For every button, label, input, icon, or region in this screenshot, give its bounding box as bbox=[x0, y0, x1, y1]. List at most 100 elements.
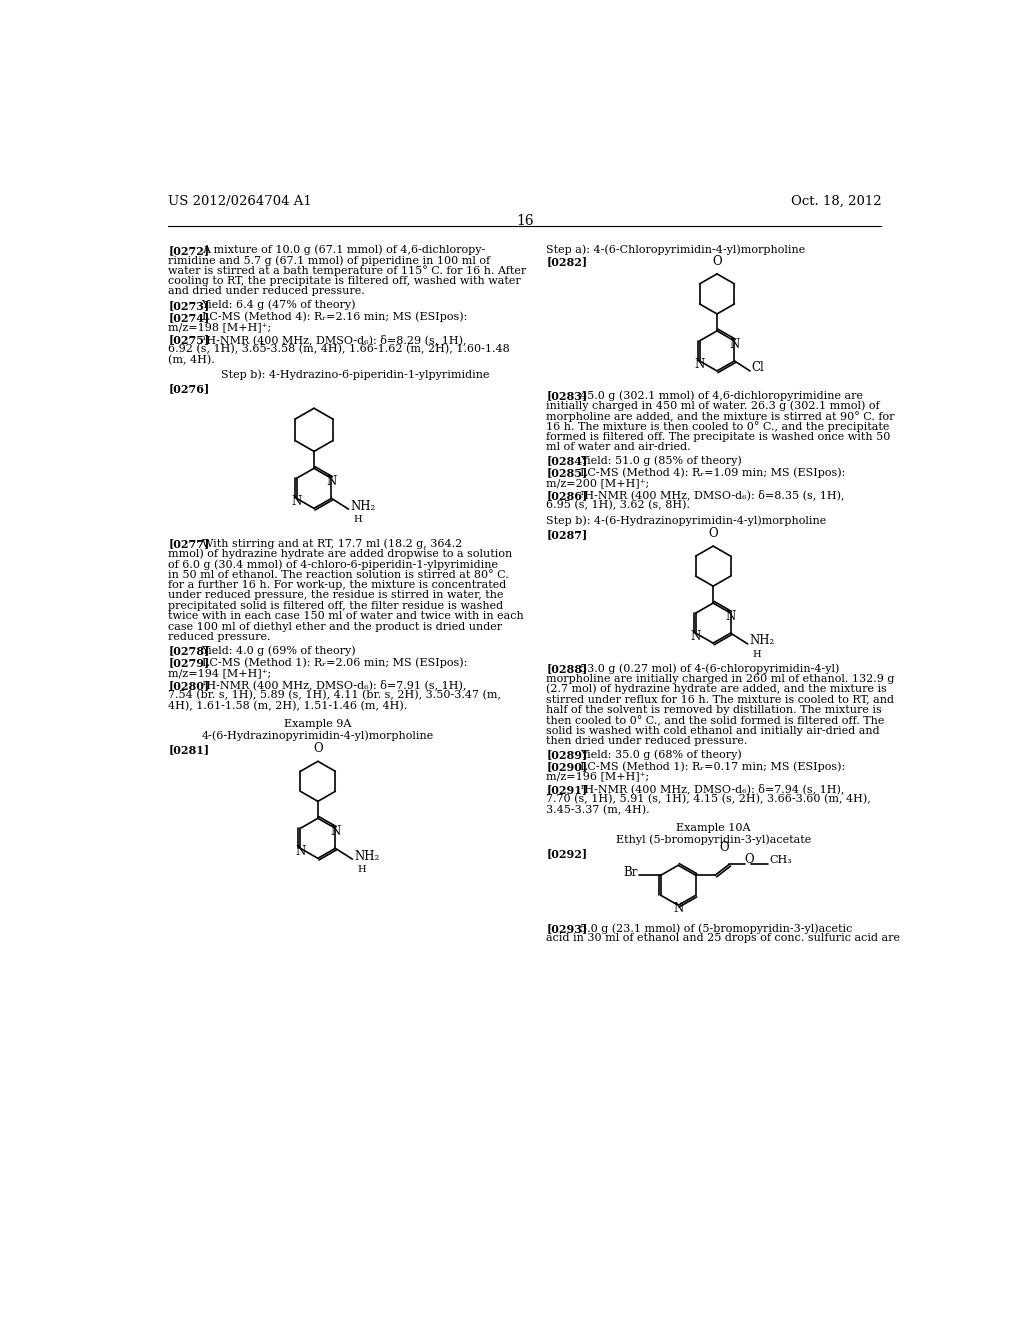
Text: 45.0 g (302.1 mmol) of 4,6-dichloropyrimidine are: 45.0 g (302.1 mmol) of 4,6-dichloropyrim… bbox=[580, 391, 863, 401]
Text: 7.70 (s, 1H), 5.91 (s, 1H), 4.15 (s, 2H), 3.66-3.60 (m, 4H),: 7.70 (s, 1H), 5.91 (s, 1H), 4.15 (s, 2H)… bbox=[547, 795, 871, 804]
Text: [0287]: [0287] bbox=[547, 529, 588, 540]
Text: 4H), 1.61-1.58 (m, 2H), 1.51-1.46 (m, 4H).: 4H), 1.61-1.58 (m, 2H), 1.51-1.46 (m, 4H… bbox=[168, 701, 408, 711]
Text: [0273]: [0273] bbox=[168, 300, 210, 310]
Text: H: H bbox=[353, 515, 361, 524]
Text: 7.54 (br. s, 1H), 5.89 (s, 1H), 4.11 (br. s, 2H), 3.50-3.47 (m,: 7.54 (br. s, 1H), 5.89 (s, 1H), 4.11 (br… bbox=[168, 690, 502, 701]
Text: Example 10A: Example 10A bbox=[676, 822, 751, 833]
Text: acid in 30 ml of ethanol and 25 drops of conc. sulfuric acid are: acid in 30 ml of ethanol and 25 drops of… bbox=[547, 933, 900, 944]
Text: O: O bbox=[712, 255, 722, 268]
Text: H: H bbox=[753, 649, 761, 659]
Text: NH₂: NH₂ bbox=[354, 850, 379, 862]
Text: [0285]: [0285] bbox=[547, 467, 588, 479]
Text: LC-MS (Method 1): Rᵣ=2.06 min; MS (ESIpos):: LC-MS (Method 1): Rᵣ=2.06 min; MS (ESIpo… bbox=[202, 657, 467, 668]
Text: [0281]: [0281] bbox=[168, 744, 210, 755]
Text: ml of water and air-dried.: ml of water and air-dried. bbox=[547, 442, 691, 453]
Text: reduced pressure.: reduced pressure. bbox=[168, 632, 270, 642]
Text: water is stirred at a bath temperature of 115° C. for 16 h. After: water is stirred at a bath temperature o… bbox=[168, 265, 526, 276]
Text: Step b): 4-Hydrazino-6-piperidin-1-ylpyrimidine: Step b): 4-Hydrazino-6-piperidin-1-ylpyr… bbox=[221, 370, 489, 380]
Text: O: O bbox=[720, 841, 729, 854]
Text: N: N bbox=[694, 358, 705, 371]
Text: N: N bbox=[292, 495, 302, 508]
Text: solid is washed with cold ethanol and initially air-dried and: solid is washed with cold ethanol and in… bbox=[547, 726, 880, 735]
Text: N: N bbox=[295, 845, 305, 858]
Text: for a further 16 h. For work-up, the mixture is concentrated: for a further 16 h. For work-up, the mix… bbox=[168, 579, 507, 590]
Text: NH₂: NH₂ bbox=[350, 499, 376, 512]
Text: [0283]: [0283] bbox=[547, 391, 588, 401]
Text: [0282]: [0282] bbox=[547, 256, 588, 268]
Text: 5.0 g (23.1 mmol) of (5-bromopyridin-3-yl)acetic: 5.0 g (23.1 mmol) of (5-bromopyridin-3-y… bbox=[580, 923, 852, 933]
Text: case 100 ml of diethyl ether and the product is dried under: case 100 ml of diethyl ether and the pro… bbox=[168, 622, 503, 631]
Text: [0286]: [0286] bbox=[547, 490, 588, 500]
Text: O: O bbox=[744, 853, 754, 866]
Text: LC-MS (Method 4): Rᵣ=1.09 min; MS (ESIpos):: LC-MS (Method 4): Rᵣ=1.09 min; MS (ESIpo… bbox=[580, 467, 845, 478]
Text: [0272]: [0272] bbox=[168, 244, 210, 256]
Text: morpholine are added, and the mixture is stirred at 90° C. for: morpholine are added, and the mixture is… bbox=[547, 411, 895, 422]
Text: m/z=196 [M+H]⁺;: m/z=196 [M+H]⁺; bbox=[547, 772, 650, 781]
Text: [0293]: [0293] bbox=[547, 923, 588, 935]
Text: in 50 ml of ethanol. The reaction solution is stirred at 80° C.: in 50 ml of ethanol. The reaction soluti… bbox=[168, 570, 509, 579]
Text: [0280]: [0280] bbox=[168, 680, 210, 690]
Text: [0292]: [0292] bbox=[547, 847, 588, 859]
Text: Example 9A: Example 9A bbox=[285, 718, 351, 729]
Text: Yield: 6.4 g (47% of theory): Yield: 6.4 g (47% of theory) bbox=[202, 300, 356, 310]
Text: ¹H-NMR (400 MHz, DMSO-d₆): δ=7.91 (s, 1H),: ¹H-NMR (400 MHz, DMSO-d₆): δ=7.91 (s, 1H… bbox=[202, 680, 466, 690]
Text: m/z=200 [M+H]⁺;: m/z=200 [M+H]⁺; bbox=[547, 478, 650, 488]
Text: 6.92 (s, 1H), 3.65-3.58 (m, 4H), 1.66-1.62 (m, 2H), 1.60-1.48: 6.92 (s, 1H), 3.65-3.58 (m, 4H), 1.66-1.… bbox=[168, 345, 510, 355]
Text: [0276]: [0276] bbox=[168, 383, 210, 395]
Text: [0278]: [0278] bbox=[168, 645, 210, 656]
Text: stirred under reflux for 16 h. The mixture is cooled to RT, and: stirred under reflux for 16 h. The mixtu… bbox=[547, 694, 895, 705]
Text: Yield: 35.0 g (68% of theory): Yield: 35.0 g (68% of theory) bbox=[580, 750, 741, 760]
Text: 53.0 g (0.27 mol) of 4-(6-chloropyrimidin-4-yl): 53.0 g (0.27 mol) of 4-(6-chloropyrimidi… bbox=[580, 663, 840, 673]
Text: N: N bbox=[330, 825, 340, 838]
Text: [0291]: [0291] bbox=[547, 784, 588, 795]
Text: 3.45-3.37 (m, 4H).: 3.45-3.37 (m, 4H). bbox=[547, 804, 650, 814]
Text: O: O bbox=[709, 527, 718, 540]
Text: rimidine and 5.7 g (67.1 mmol) of piperidine in 100 ml of: rimidine and 5.7 g (67.1 mmol) of piperi… bbox=[168, 255, 490, 265]
Text: Yield: 4.0 g (69% of theory): Yield: 4.0 g (69% of theory) bbox=[202, 645, 356, 656]
Text: cooling to RT, the precipitate is filtered off, washed with water: cooling to RT, the precipitate is filter… bbox=[168, 276, 521, 286]
Text: formed is filtered off. The precipitate is washed once with 50: formed is filtered off. The precipitate … bbox=[547, 432, 891, 442]
Text: LC-MS (Method 1): Rᵣ=0.17 min; MS (ESIpos):: LC-MS (Method 1): Rᵣ=0.17 min; MS (ESIpo… bbox=[580, 762, 845, 772]
Text: H: H bbox=[357, 866, 366, 874]
Text: N: N bbox=[690, 630, 700, 643]
Text: Oct. 18, 2012: Oct. 18, 2012 bbox=[791, 194, 882, 207]
Text: N: N bbox=[725, 610, 735, 623]
Text: precipitated solid is filtered off, the filter residue is washed: precipitated solid is filtered off, the … bbox=[168, 601, 504, 611]
Text: Cl: Cl bbox=[752, 362, 764, 375]
Text: [0277]: [0277] bbox=[168, 539, 210, 549]
Text: N: N bbox=[729, 338, 739, 351]
Text: (m, 4H).: (m, 4H). bbox=[168, 355, 215, 366]
Text: morpholine are initially charged in 260 ml of ethanol. 132.9 g: morpholine are initially charged in 260 … bbox=[547, 673, 895, 684]
Text: A mixture of 10.0 g (67.1 mmol) of 4,6-dichloropy-: A mixture of 10.0 g (67.1 mmol) of 4,6-d… bbox=[202, 244, 485, 255]
Text: Step a): 4-(6-Chloropyrimidin-4-yl)morpholine: Step a): 4-(6-Chloropyrimidin-4-yl)morph… bbox=[547, 244, 806, 255]
Text: Br: Br bbox=[624, 866, 638, 879]
Text: [0290]: [0290] bbox=[547, 762, 588, 772]
Text: Yield: 51.0 g (85% of theory): Yield: 51.0 g (85% of theory) bbox=[580, 455, 741, 466]
Text: m/z=198 [M+H]⁺;: m/z=198 [M+H]⁺; bbox=[168, 322, 271, 333]
Text: CH₃: CH₃ bbox=[769, 855, 793, 865]
Text: N: N bbox=[327, 475, 337, 488]
Text: LC-MS (Method 4): Rᵣ=2.16 min; MS (ESIpos):: LC-MS (Method 4): Rᵣ=2.16 min; MS (ESIpo… bbox=[202, 312, 467, 322]
Text: of 6.0 g (30.4 mmol) of 4-chloro-6-piperidin-1-ylpyrimidine: of 6.0 g (30.4 mmol) of 4-chloro-6-piper… bbox=[168, 560, 499, 570]
Text: O: O bbox=[313, 742, 323, 755]
Text: initially charged in 450 ml of water. 26.3 g (302.1 mmol) of: initially charged in 450 ml of water. 26… bbox=[547, 400, 880, 411]
Text: ¹H-NMR (400 MHz, DMSO-d₆): δ=7.94 (s, 1H),: ¹H-NMR (400 MHz, DMSO-d₆): δ=7.94 (s, 1H… bbox=[580, 784, 844, 795]
Text: 4-(6-Hydrazinopyrimidin-4-yl)morpholine: 4-(6-Hydrazinopyrimidin-4-yl)morpholine bbox=[202, 730, 434, 741]
Text: Step b): 4-(6-Hydrazinopyrimidin-4-yl)morpholine: Step b): 4-(6-Hydrazinopyrimidin-4-yl)mo… bbox=[547, 515, 826, 525]
Text: ¹H-NMR (400 MHz, DMSO-d₆): δ=8.35 (s, 1H),: ¹H-NMR (400 MHz, DMSO-d₆): δ=8.35 (s, 1H… bbox=[580, 490, 845, 500]
Text: [0279]: [0279] bbox=[168, 657, 210, 668]
Text: N: N bbox=[673, 903, 683, 915]
Text: [0284]: [0284] bbox=[547, 455, 588, 467]
Text: 16: 16 bbox=[516, 214, 534, 228]
Text: [0289]: [0289] bbox=[547, 750, 588, 760]
Text: twice with in each case 150 ml of water and twice with in each: twice with in each case 150 ml of water … bbox=[168, 611, 524, 622]
Text: (2.7 mol) of hydrazine hydrate are added, and the mixture is: (2.7 mol) of hydrazine hydrate are added… bbox=[547, 684, 888, 694]
Text: and dried under reduced pressure.: and dried under reduced pressure. bbox=[168, 286, 365, 296]
Text: then dried under reduced pressure.: then dried under reduced pressure. bbox=[547, 737, 748, 746]
Text: 6.95 (s, 1H), 3.62 (s, 8H).: 6.95 (s, 1H), 3.62 (s, 8H). bbox=[547, 500, 690, 511]
Text: NH₂: NH₂ bbox=[750, 635, 774, 647]
Text: With stirring and at RT, 17.7 ml (18.2 g, 364.2: With stirring and at RT, 17.7 ml (18.2 g… bbox=[202, 539, 462, 549]
Text: ¹H-NMR (400 MHz, DMSO-d₆): δ=8.29 (s, 1H),: ¹H-NMR (400 MHz, DMSO-d₆): δ=8.29 (s, 1H… bbox=[202, 334, 466, 345]
Text: [0275]: [0275] bbox=[168, 334, 210, 345]
Text: half of the solvent is removed by distillation. The mixture is: half of the solvent is removed by distil… bbox=[547, 705, 883, 714]
